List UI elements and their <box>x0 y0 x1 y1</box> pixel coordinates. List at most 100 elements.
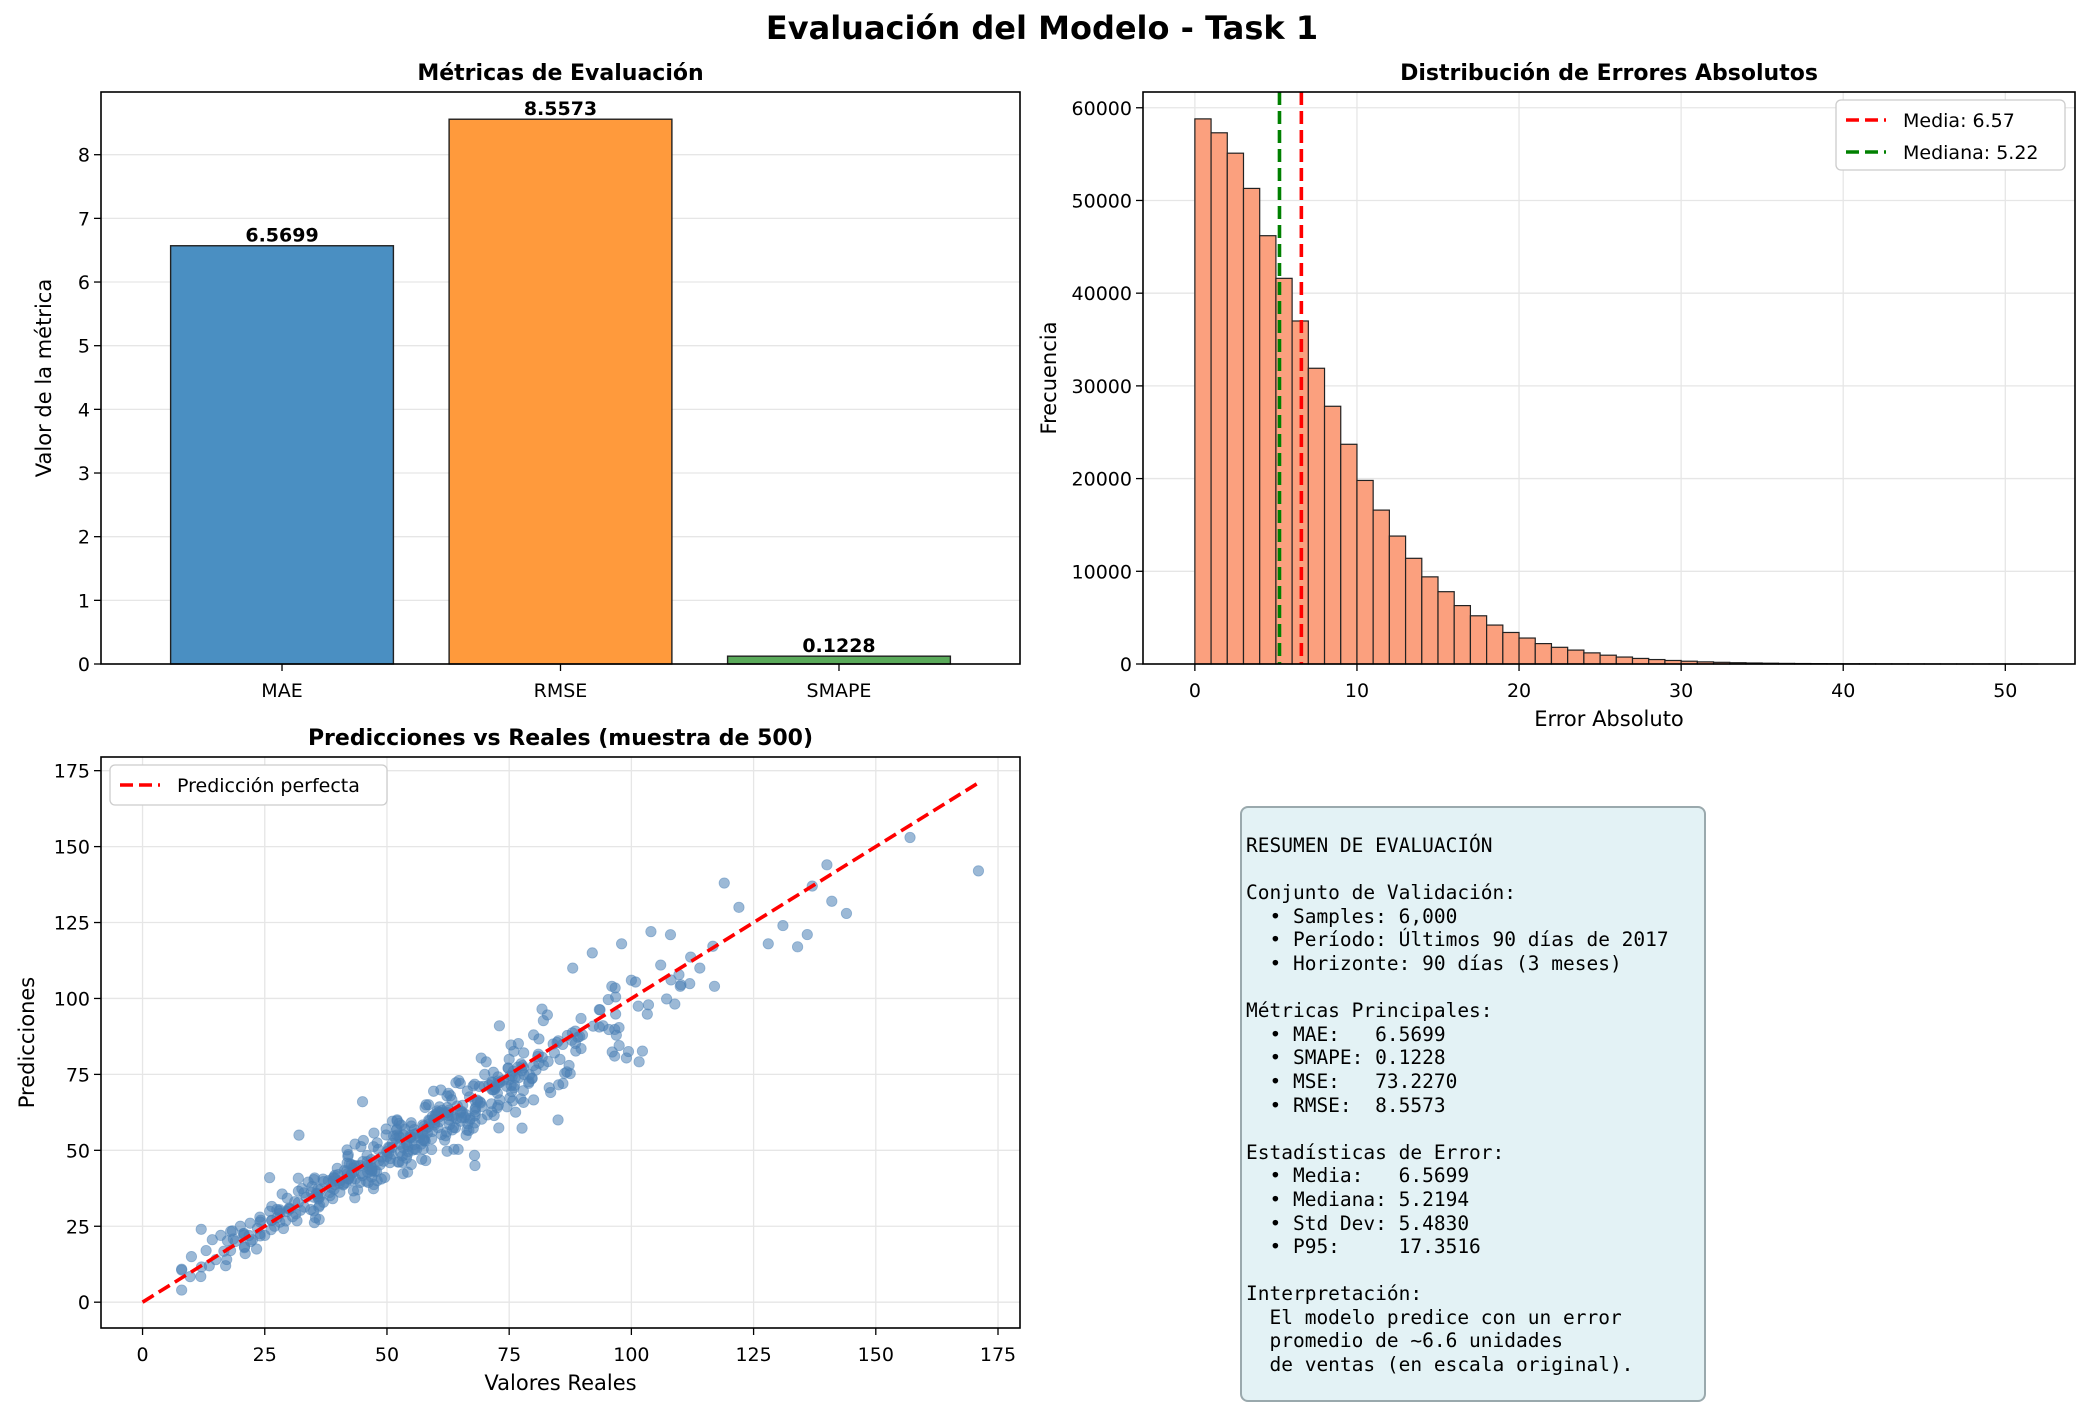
x-tick-label: MAE <box>261 680 302 702</box>
scatter-point <box>379 1171 391 1183</box>
scatter-point <box>401 1166 414 1178</box>
scatter-point <box>195 1270 207 1283</box>
y-tick-label: 25 <box>66 1216 90 1238</box>
scatter-point <box>475 1097 487 1109</box>
scatter-point <box>185 1251 198 1263</box>
y-tick-label: 30000 <box>1072 376 1132 398</box>
y-tick-label: 50 <box>66 1140 90 1162</box>
scatter-point <box>575 1012 587 1025</box>
histogram-bin <box>1242 187 1261 665</box>
scatter-point <box>622 1045 635 1058</box>
scatter-point <box>613 1021 625 1034</box>
scatter-point <box>356 1096 369 1108</box>
scatter-point <box>552 1114 564 1126</box>
scatter-point <box>505 1079 517 1091</box>
metric-bar-mae <box>169 245 395 665</box>
scatter-point <box>840 907 853 920</box>
y-tick-label: 20000 <box>1072 469 1132 491</box>
scatter-point <box>266 1200 278 1213</box>
histogram-bin <box>1502 631 1520 665</box>
y-tick-label: 50000 <box>1072 190 1132 212</box>
x-axis-label-2: Error Absoluto <box>1534 707 1684 731</box>
scatter-point <box>469 1159 481 1172</box>
legend-label: Media: 6.57 <box>1903 110 2015 132</box>
scatter-point <box>461 1085 473 1097</box>
histogram-bin <box>1583 652 1601 665</box>
x-tick-label: 150 <box>858 1344 894 1366</box>
scatter-point <box>642 999 655 1011</box>
scatter-point <box>238 1241 251 1253</box>
bar-value-label: 0.1228 <box>802 635 875 657</box>
scatter-point <box>629 976 642 988</box>
scatter-point <box>487 1066 499 1078</box>
subplot-title-1: Métricas de Evaluación <box>417 61 703 86</box>
scatter-point <box>380 1123 392 1135</box>
legend-box <box>109 764 388 806</box>
scatter-point <box>349 1138 361 1150</box>
figure-suptitle: Evaluación del Modelo - Task 1 <box>766 9 1318 47</box>
y-tick-label: 5 <box>78 336 90 358</box>
scatter-point <box>633 1056 645 1068</box>
scatter-point <box>603 1023 615 1036</box>
scatter-point <box>418 1135 430 1147</box>
scatter-point <box>694 962 706 974</box>
scatter-point <box>264 1172 276 1184</box>
scatter-point <box>453 1074 465 1087</box>
scatter-point <box>801 928 813 941</box>
scatter-point <box>904 831 916 844</box>
scatter-point <box>533 1033 545 1045</box>
scatter-point <box>452 1143 464 1155</box>
scatter-point <box>367 1183 380 1195</box>
scatter-point <box>528 1094 540 1106</box>
y-axis-label-3: Predicciones <box>15 977 39 1109</box>
y-tick-label: 3 <box>78 463 90 485</box>
scatter-point <box>305 1204 317 1216</box>
scatter-point <box>493 1122 505 1134</box>
scatter-point <box>570 1045 582 1057</box>
x-tick-label: 30 <box>1669 680 1693 702</box>
scatter-point <box>791 941 804 953</box>
histogram-bin <box>1194 118 1212 665</box>
x-tick-label: 0 <box>1189 680 1201 702</box>
scatter-point <box>366 1164 378 1177</box>
x-tick-label: 75 <box>497 1344 521 1366</box>
scatter-point <box>572 1031 584 1043</box>
scatter-point <box>517 1085 529 1097</box>
subplot-title-2: Distribución de Errores Absolutos <box>1400 61 1818 86</box>
y-tick-label: 0 <box>1120 654 1132 676</box>
histogram-bin <box>1615 656 1634 665</box>
histogram-bin <box>1388 535 1407 665</box>
scatter-point <box>972 865 985 877</box>
y-tick-label: 40000 <box>1072 283 1132 305</box>
scatter-point <box>195 1223 207 1235</box>
x-tick-label: 10 <box>1345 680 1369 702</box>
scatter-point <box>645 926 657 938</box>
histogram-bin <box>1534 643 1553 665</box>
scatter-point <box>684 978 696 990</box>
scatter-point <box>542 1055 554 1068</box>
scatter-point <box>293 1129 305 1141</box>
histogram-bin <box>1340 443 1358 665</box>
scatter-point <box>416 1153 428 1165</box>
scatter-point <box>368 1127 380 1139</box>
scatter-point <box>435 1128 448 1141</box>
y-tick-label: 0 <box>78 654 90 676</box>
scatter-point <box>613 1039 625 1052</box>
histogram-bin <box>1631 657 1650 665</box>
scatter-point <box>616 938 628 950</box>
scatter-point <box>507 1095 519 1107</box>
scatter-point <box>586 947 598 959</box>
scatter-point <box>425 1143 438 1156</box>
x-tick-label: 100 <box>613 1344 649 1366</box>
scatter-point <box>593 1004 605 1016</box>
metric-bar-rmse <box>448 118 673 665</box>
scatter-point <box>221 1235 234 1247</box>
histogram-bin <box>1486 624 1504 665</box>
scatter-point <box>372 1143 384 1156</box>
scatter-point <box>341 1157 353 1169</box>
x-tick-label: 125 <box>735 1344 771 1366</box>
x-tick-label: 25 <box>253 1344 277 1366</box>
histogram-bin <box>1599 654 1617 665</box>
x-tick-label: 50 <box>375 1344 399 1366</box>
histogram-bin <box>1567 649 1585 665</box>
